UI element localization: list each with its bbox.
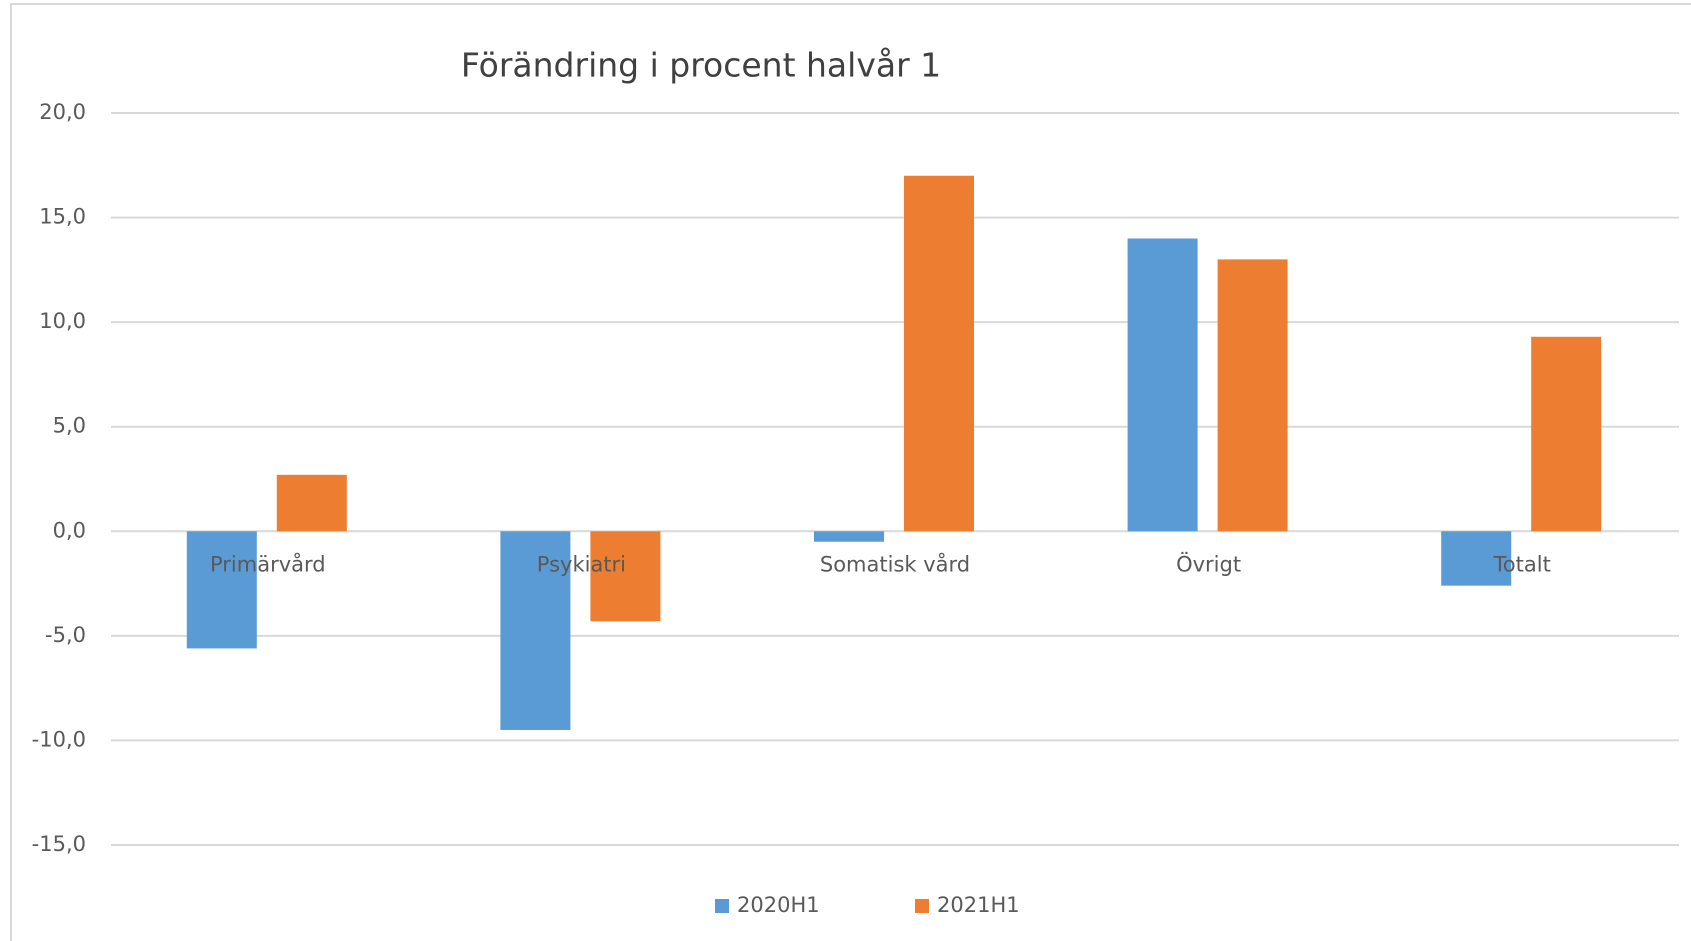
y-tick-label: 10,0	[39, 309, 86, 333]
x-tick-label: Psykiatri	[537, 552, 626, 576]
bar	[1217, 259, 1288, 532]
bar	[500, 531, 571, 730]
y-tick-label: 0,0	[53, 518, 86, 542]
legend-swatch	[915, 899, 929, 913]
bar	[904, 175, 974, 532]
bar	[1531, 336, 1602, 532]
legend-label: 2020H1	[737, 893, 820, 917]
bar	[1127, 238, 1198, 532]
legend-swatch	[715, 899, 729, 913]
legend-label: 2021H1	[937, 893, 1020, 917]
bar	[1441, 531, 1512, 586]
chart-frame	[10, 3, 1691, 941]
y-tick-label: 15,0	[39, 205, 86, 229]
y-tick-label: 5,0	[53, 414, 86, 438]
y-tick-label: -15,0	[32, 832, 86, 856]
y-tick-label: -10,0	[32, 727, 86, 751]
x-tick-label: Totalt	[1493, 552, 1551, 576]
x-tick-label: Somatisk vård	[820, 551, 970, 576]
y-tick-label: -5,0	[45, 623, 86, 647]
y-tick-label: 20,0	[39, 100, 86, 124]
bar	[276, 474, 347, 532]
x-tick-label: Övrigt	[1176, 551, 1241, 576]
bar	[590, 531, 661, 622]
chart-title: Förändring i procent halvår 1	[461, 46, 941, 85]
bar	[814, 531, 884, 542]
bar	[186, 531, 257, 649]
x-tick-label: Primärvård	[210, 551, 326, 576]
